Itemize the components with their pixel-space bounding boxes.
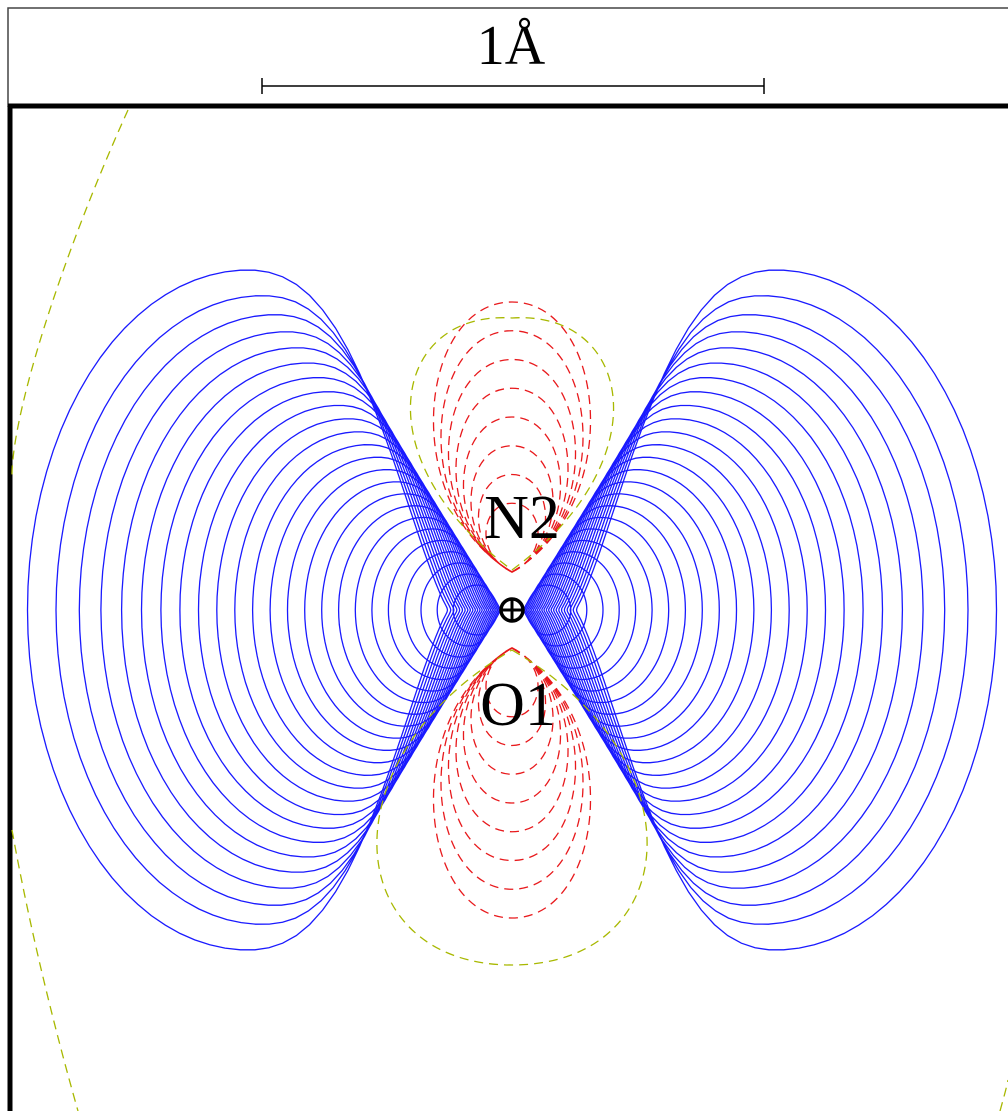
positive-contour (536, 493, 703, 727)
positive-contour (269, 456, 481, 764)
negative-contour (432, 301, 592, 573)
positive-contour (387, 539, 495, 681)
positive-contour (532, 516, 670, 704)
positive-contour (558, 377, 864, 843)
negative-contour (477, 647, 547, 747)
negative-contour (440, 647, 584, 890)
atom-label-o1: O1 (480, 671, 556, 739)
positive-contour (216, 418, 474, 802)
negative-contour (447, 647, 577, 862)
negative-contour (455, 387, 569, 573)
negative-contour (462, 416, 562, 573)
header-frame (7, 7, 1008, 107)
positive-contour (563, 347, 904, 873)
positive-contour (337, 505, 490, 715)
positive-contour (371, 528, 494, 692)
positive-contour (534, 505, 687, 715)
positive-contour (538, 481, 720, 739)
positive-contour (529, 539, 637, 681)
negative-contour (432, 647, 592, 919)
positive-contour (321, 493, 488, 727)
positive-contour (543, 456, 755, 764)
zero-contour-lower (376, 649, 648, 966)
positive-contour (436, 573, 501, 647)
negative-contour (455, 647, 569, 833)
atom-labels: N2 O1 (480, 484, 560, 739)
positive-contour (251, 444, 479, 776)
positive-contour (525, 562, 604, 658)
positive-contour (566, 331, 924, 889)
positive-contour (569, 314, 946, 906)
positive-contour (78, 314, 455, 906)
positive-contour (572, 295, 969, 925)
scale-bar (261, 78, 765, 94)
positive-contour (100, 331, 458, 889)
negative-contour (485, 647, 539, 718)
positive-contour (140, 362, 464, 858)
atom-label-n2: N2 (484, 484, 560, 552)
negative-contour (462, 647, 562, 804)
plot-frame (7, 103, 1008, 1111)
contour-lines (11, 109, 1008, 1111)
positive-contour (160, 377, 466, 843)
positive-contour (354, 516, 492, 704)
positive-contour (197, 404, 472, 816)
positive-contour (527, 551, 620, 669)
positive-contour (55, 295, 452, 925)
scale-bar-label: 1Å (477, 15, 546, 77)
positive-contour (452, 584, 502, 636)
bond-center-marker (499, 597, 525, 623)
positive-contour (545, 444, 773, 776)
positive-contour (550, 418, 808, 802)
positive-contour (547, 431, 790, 789)
positive-contour (420, 562, 499, 658)
negative-contour (440, 330, 584, 573)
positive-contour (560, 362, 884, 858)
zero-contour-right (999, 1079, 1008, 1111)
positive-contour (404, 551, 497, 669)
positive-contour (555, 391, 845, 829)
zero-contour-left-lower (11, 829, 79, 1111)
positive-contour (120, 347, 461, 873)
zero-contour-left-upper (11, 109, 129, 481)
negative-contour (477, 473, 547, 573)
zero-contour-upper (409, 317, 615, 571)
positive-contour (530, 528, 653, 692)
positive-contour (304, 481, 486, 739)
scale-header: 1Å (7, 7, 1008, 107)
negative-contour (447, 358, 577, 573)
negative-contour (485, 502, 539, 573)
positive-contour (26, 269, 449, 951)
positive-contour (575, 269, 998, 951)
positive-contour (541, 469, 738, 751)
positive-contour (552, 404, 827, 816)
